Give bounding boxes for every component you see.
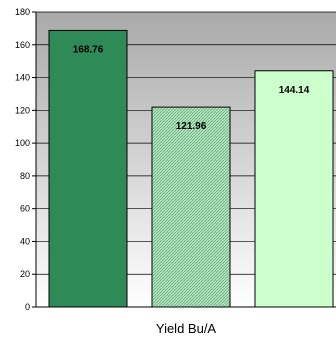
y-tick-label: 100 (15, 138, 30, 148)
y-tick-label: 0 (25, 302, 30, 312)
y-tick-label: 180 (15, 7, 30, 17)
y-tick-label: 120 (15, 105, 30, 115)
x-axis-label: Yield Bu/A (156, 321, 217, 336)
bar (254, 70, 334, 308)
bars (48, 29, 334, 308)
bar-value-label: 168.76 (73, 44, 104, 55)
data-labels: 168.76 121.96 144.14 (73, 44, 310, 132)
bar (48, 29, 128, 308)
y-tick-label: 20 (20, 269, 30, 279)
y-tick-label: 80 (20, 171, 30, 181)
y-tick-label: 60 (20, 204, 30, 214)
y-tick-label: 140 (15, 73, 30, 83)
bar-value-label: 121.96 (176, 121, 207, 132)
bar-value-label: 144.14 (279, 85, 310, 96)
y-tick-label: 160 (15, 40, 30, 50)
y-tick-label: 40 (20, 236, 30, 246)
bar (151, 106, 231, 308)
y-axis-ticks: 0 20 40 60 80 100 120 140 160 180 (15, 7, 36, 312)
